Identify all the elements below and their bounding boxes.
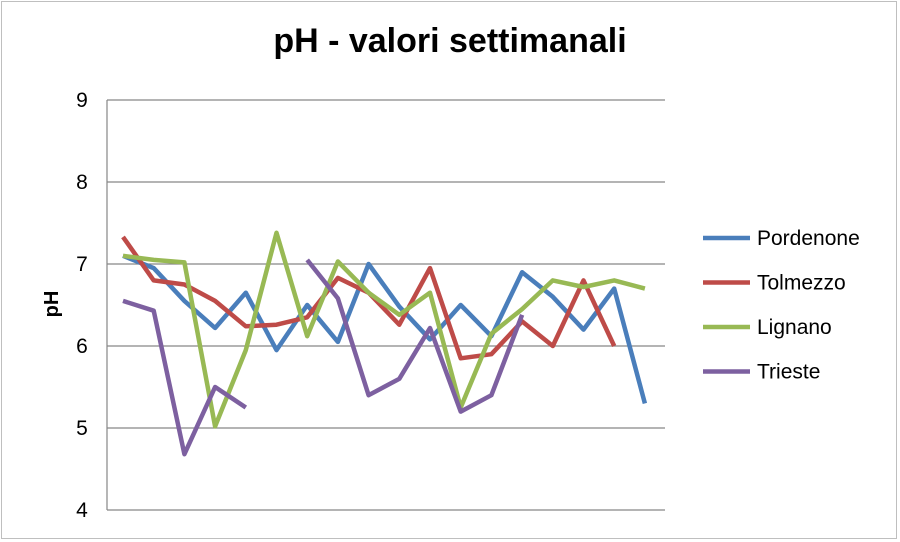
legend-label-pordenone: Pordenone [757, 227, 860, 250]
legend-label-tolmezzo: Tolmezzo [757, 272, 846, 295]
y-tick-label: 7 [76, 253, 88, 276]
legend: Pordenone Tolmezzo Lignano Trieste [703, 227, 860, 384]
y-tick-label: 8 [76, 171, 88, 194]
y-tick-label: 9 [76, 89, 88, 112]
y-tick-label: 6 [76, 335, 88, 358]
gridlines [106, 99, 665, 511]
legend-label-lignano: Lignano [757, 316, 832, 339]
series-line-trieste [122, 258, 525, 457]
series-line-pordenone [122, 253, 648, 404]
series-lines [121, 230, 648, 457]
chart-title: pH - valori settimanali [273, 22, 627, 60]
y-tick-labels: 4 5 6 7 8 9 [76, 89, 88, 522]
y-tick-label: 5 [76, 417, 88, 440]
legend-label-trieste: Trieste [757, 361, 820, 384]
y-axis-label: pH [41, 291, 63, 318]
series-line-lignano [122, 230, 646, 429]
y-tick-label: 4 [76, 499, 88, 522]
